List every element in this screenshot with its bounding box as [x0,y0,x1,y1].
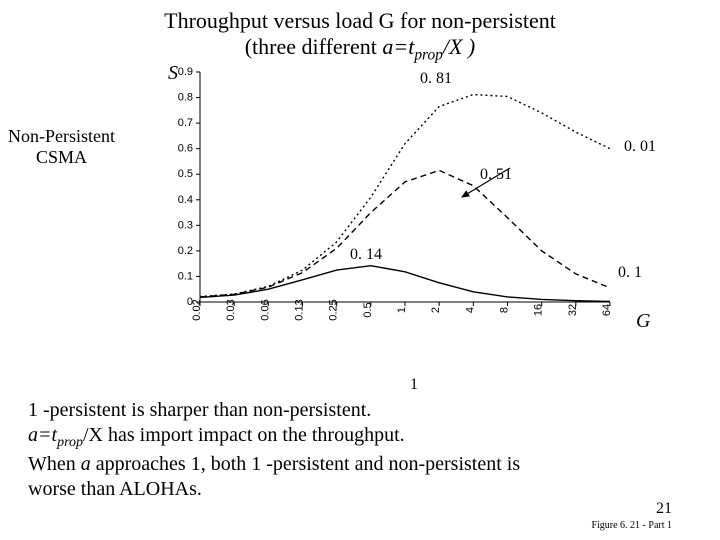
svg-text:32: 32 [567,304,579,316]
peak-label-1: 0. 81 [420,70,452,88]
svg-text:0.2: 0.2 [178,245,193,257]
svg-text:0.4: 0.4 [178,194,193,206]
peak-label-2: 0. 51 [480,166,512,184]
body-line4: worse than ALOHAs. [28,477,520,502]
svg-text:4: 4 [464,307,476,313]
svg-text:1: 1 [396,307,408,313]
svg-text:0.9: 0.9 [178,66,193,78]
svg-text:0.3: 0.3 [178,219,193,231]
series-label-1: 1 [410,376,418,394]
svg-text:0.06: 0.06 [259,299,271,320]
body-line2: a=tprop/X has import impact on the throu… [28,423,520,452]
svg-text:0.7: 0.7 [178,117,193,129]
throughput-chart: 00.10.20.30.40.50.60.70.80.90.020.030.06… [0,0,720,370]
svg-text:8: 8 [499,307,511,313]
series-label-001: 0. 01 [624,138,656,156]
x-axis-name: G [636,310,650,333]
body-line3: When a approaches 1, both 1 -persistent … [28,452,520,477]
svg-text:0.6: 0.6 [178,143,193,155]
peak-label-3: 0. 14 [350,246,382,264]
page-number: 21 [656,500,672,518]
svg-text:0.03: 0.03 [225,299,237,320]
svg-text:0.8: 0.8 [178,92,193,104]
svg-text:0.1: 0.1 [178,270,193,282]
body-text: 1 -persistent is sharper than non-persis… [28,398,520,502]
body-l3-a: When [28,453,81,475]
svg-text:0.13: 0.13 [294,299,306,320]
svg-text:0.5: 0.5 [178,168,193,180]
body-l2-var: a=t [28,424,57,446]
body-l2-sub: prop [57,435,83,450]
svg-text:64: 64 [601,304,613,316]
svg-text:2: 2 [430,307,442,313]
body-l2-rest: /X has import impact on the throughput. [83,424,405,446]
svg-text:0.5: 0.5 [362,302,374,317]
svg-text:0.25: 0.25 [328,299,340,320]
body-line1: 1 -persistent is sharper than non-persis… [28,398,520,423]
series-label-01: 0. 1 [618,264,642,282]
body-l3-var: a [81,453,91,475]
body-l3-b: approaches 1, both 1 -persistent and non… [91,453,520,475]
figure-caption: Figure 6. 21 - Part 1 [591,520,672,531]
svg-text:16: 16 [533,304,545,316]
svg-text:0.02: 0.02 [191,299,203,320]
